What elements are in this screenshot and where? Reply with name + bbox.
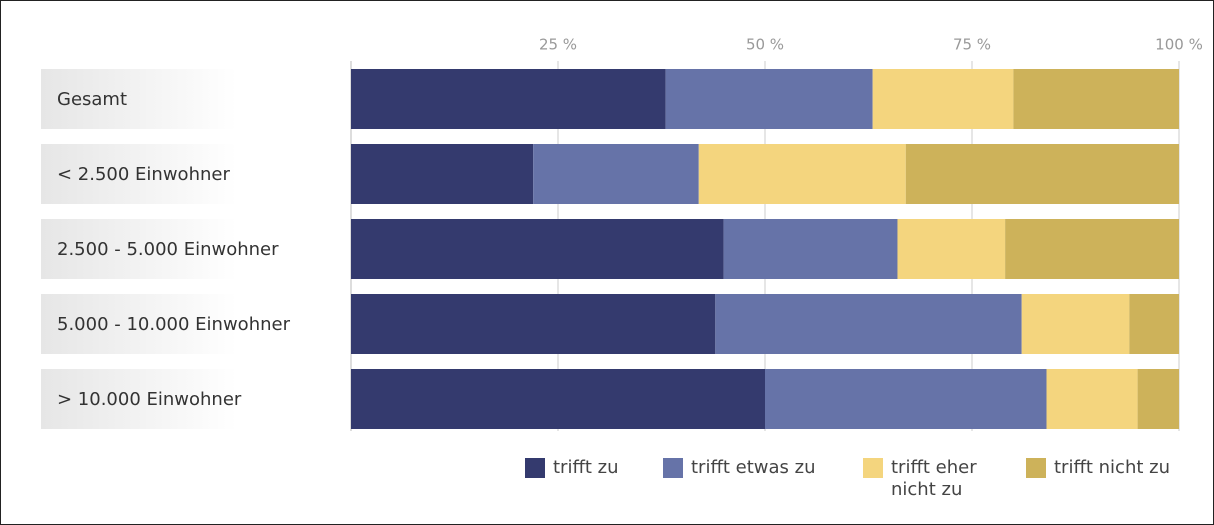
bar-segment bbox=[351, 144, 534, 204]
legend-label: trifft nicht zu bbox=[1054, 457, 1170, 478]
bar-segment bbox=[1021, 294, 1130, 354]
y-tick-label: Gesamt bbox=[57, 89, 127, 110]
x-tick-label: 75 % bbox=[953, 36, 991, 54]
category-box bbox=[41, 144, 237, 204]
y-tick-label: < 2.500 Einwohner bbox=[57, 164, 230, 185]
y-tick-label: 2.500 - 5.000 Einwohner bbox=[57, 239, 279, 260]
legend-item: trifft etwas zu bbox=[663, 457, 853, 479]
legend-item: trifft eher nicht zu bbox=[863, 457, 1013, 501]
bar-segment bbox=[765, 369, 1047, 429]
category-box bbox=[41, 69, 237, 129]
category-box bbox=[41, 294, 237, 354]
bar-segment bbox=[905, 144, 1179, 204]
legend-swatch bbox=[863, 458, 883, 478]
bar-segment bbox=[723, 219, 898, 279]
bar-segment bbox=[351, 69, 666, 129]
bar-segment bbox=[351, 219, 724, 279]
bar-segment bbox=[1013, 69, 1179, 129]
legend-swatch bbox=[525, 458, 545, 478]
category-box bbox=[41, 219, 237, 279]
bar-segment bbox=[1005, 219, 1179, 279]
y-tick-label: > 10.000 Einwohner bbox=[57, 389, 242, 410]
bar-segment bbox=[715, 294, 1022, 354]
bar-segment bbox=[1137, 369, 1179, 429]
legend-label: trifft etwas zu bbox=[691, 457, 816, 478]
bar-segment bbox=[351, 369, 765, 429]
x-tick-label: 100 % bbox=[1155, 36, 1203, 54]
x-tick-label: 50 % bbox=[746, 36, 784, 54]
legend-item: trifft zu bbox=[525, 457, 655, 479]
legend-label: trifft eher nicht zu bbox=[891, 457, 977, 500]
bar-segment bbox=[1046, 369, 1138, 429]
x-tick-label: 25 % bbox=[539, 36, 577, 54]
category-box bbox=[41, 369, 237, 429]
bar-segment bbox=[533, 144, 699, 204]
bar-segment bbox=[897, 219, 1006, 279]
y-tick-label: 5.000 - 10.000 Einwohner bbox=[57, 314, 291, 335]
bar-segment bbox=[698, 144, 906, 204]
legend-item: trifft nicht zu bbox=[1026, 457, 1196, 479]
legend-label: trifft zu bbox=[553, 457, 619, 478]
legend-swatch bbox=[663, 458, 683, 478]
bar-segment bbox=[1129, 294, 1179, 354]
bar-segment bbox=[665, 69, 873, 129]
bar-segment bbox=[872, 69, 1014, 129]
legend-swatch bbox=[1026, 458, 1046, 478]
bar-segment bbox=[351, 294, 716, 354]
